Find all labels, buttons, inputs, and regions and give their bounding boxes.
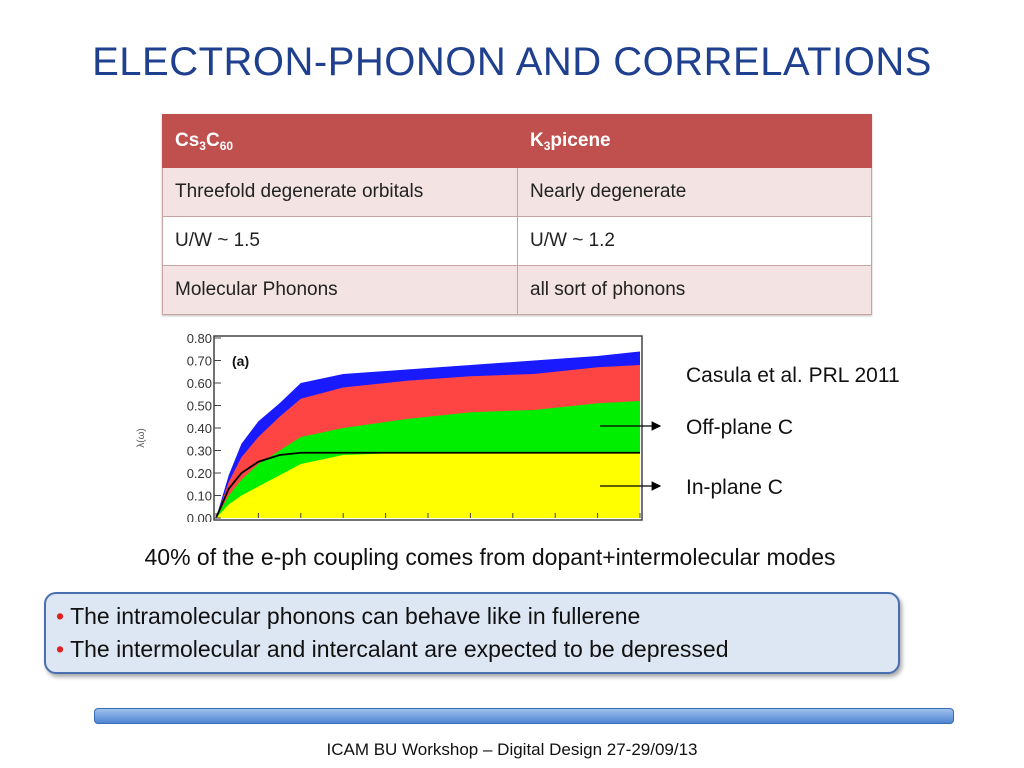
- table-cell: Nearly degenerate: [517, 167, 872, 217]
- table-cell: U/W ~ 1.5: [162, 216, 518, 266]
- table-cell: Threefold degenerate orbitals: [162, 167, 518, 217]
- arrow-annotations: [600, 421, 662, 491]
- table-row: Molecular Phonons all sort of phonons: [162, 265, 872, 315]
- y-tick-label: 0.60: [187, 376, 212, 391]
- bullet-icon: •: [56, 636, 65, 662]
- decorative-bar: [94, 708, 954, 724]
- y-tick-label: 0.20: [187, 466, 212, 481]
- off-plane-label: Off-plane C: [686, 416, 793, 439]
- plot-areas: [215, 351, 640, 519]
- table-cell: Molecular Phonons: [162, 265, 518, 315]
- y-ticks: 0.00 0.10 0.20 0.30 0.40 0.50 0.60 0.70 0.80: [187, 331, 221, 522]
- table-cell: all sort of phonons: [517, 265, 872, 315]
- coupling-chart: 0.00 0.10 0.20 0.30 0.40 0.50 0.60 0.70 0.80 λ(ω…: [136, 331, 643, 522]
- slide-title: ELECTRON-PHONON AND CORRELATIONS: [92, 40, 932, 84]
- header-k3picene: K3picene: [517, 114, 872, 168]
- table-header-row: Cs3C60 K3picene: [162, 114, 872, 168]
- statement-text: 40% of the e-ph coupling comes from dopa…: [144, 544, 836, 570]
- table-cell: U/W ~ 1.2: [517, 216, 872, 266]
- y-tick-label: 0.10: [187, 489, 212, 504]
- y-tick-label: 0.50: [187, 399, 212, 414]
- footer-text: ICAM BU Workshop – Digital Design 27-29/…: [326, 740, 698, 759]
- area-series-0: [216, 452, 640, 518]
- reference-citation: Casula et al. PRL 2011: [686, 364, 900, 387]
- x-ticks: [215, 513, 641, 518]
- table-row: U/W ~ 1.5 U/W ~ 1.2: [162, 216, 872, 266]
- y-tick-label: 0.30: [187, 444, 212, 459]
- panel-label: (a): [232, 353, 249, 369]
- y-tick-label: 0.40: [187, 421, 212, 436]
- bullet-callout: • The intramolecular phonons can behave l…: [44, 592, 900, 674]
- table-row: Threefold degenerate orbitals Nearly deg…: [162, 167, 872, 217]
- y-axis-label: λ(ω): [136, 428, 147, 447]
- comparison-table: Cs3C60 K3picene Threefold degenerate orb…: [162, 114, 872, 315]
- bullet-icon: •: [56, 603, 65, 629]
- y-tick-label: 0.70: [187, 354, 212, 369]
- y-tick-label: 0.00: [187, 511, 212, 522]
- y-tick-label: 0.80: [187, 331, 212, 346]
- in-plane-label: In-plane C: [686, 476, 783, 499]
- coupling-line: [215, 451, 640, 519]
- header-cs3c60: Cs3C60: [162, 114, 518, 168]
- bullet-item: • The intermolecular and intercalant are …: [56, 636, 729, 662]
- bullet-item: • The intramolecular phonons can behave l…: [56, 603, 641, 629]
